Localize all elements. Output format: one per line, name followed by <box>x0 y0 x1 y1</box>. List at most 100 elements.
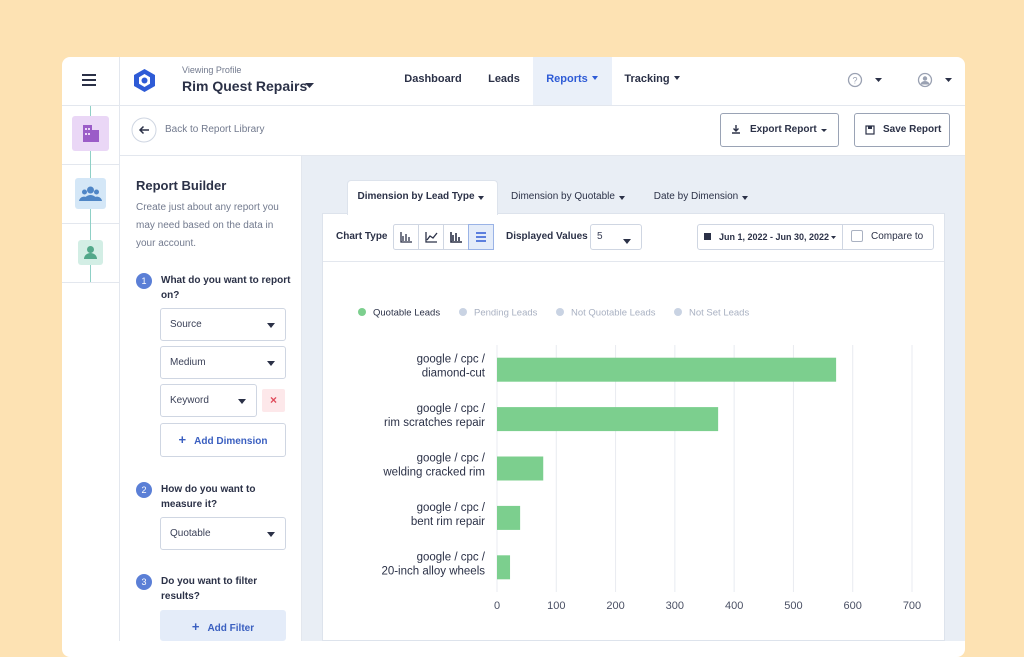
step-question: on? <box>161 290 180 301</box>
step-question: How do you want to <box>161 484 256 495</box>
caret <box>591 76 598 80</box>
remove-button[interactable]: × <box>262 389 285 412</box>
chart-type-label: Chart Type <box>336 231 388 242</box>
rail-person[interactable] <box>78 240 103 265</box>
label-line: google / cpc / <box>417 354 486 366</box>
nav-active-bg <box>533 57 612 105</box>
step-question: measure it? <box>161 499 218 510</box>
x-tick-label: 200 <box>606 600 624 612</box>
compare-checkbox[interactable] <box>851 230 863 242</box>
panel-border <box>301 156 302 641</box>
caret <box>305 83 314 88</box>
menu-icon[interactable] <box>82 73 98 87</box>
x-tick-label: 700 <box>903 600 921 612</box>
nav-label: Leads <box>488 73 520 85</box>
action-button[interactable]: + Add Dimension <box>160 423 286 457</box>
rail-people[interactable] <box>75 178 106 209</box>
page: Viewing Profile Rim Quest Repairs Dashbo… <box>62 57 965 657</box>
label-line: google / cpc / <box>417 502 486 514</box>
bar <box>497 505 521 530</box>
dropdown[interactable]: Source <box>160 308 286 341</box>
y-tick-label: google / cpc / diamond-cut <box>417 354 486 380</box>
x-tick-label: 100 <box>547 600 565 612</box>
y-tick-label: google / cpc / 20-inch alloy wheels <box>381 551 485 577</box>
rail-divider <box>62 164 120 165</box>
nav-label: Reports <box>546 73 588 85</box>
dropdown-value: Quotable <box>170 528 211 539</box>
header-icons: ? <box>847 72 952 88</box>
rail-divider <box>62 282 120 283</box>
step-number: 2 <box>136 482 152 498</box>
label-line: google / cpc / <box>417 403 486 415</box>
y-tick-label: google / cpc / bent rim repair <box>411 502 486 528</box>
back-button[interactable] <box>131 117 157 143</box>
save-button[interactable]: Save Report <box>854 113 950 147</box>
nav-item[interactable]: Dashboard <box>383 73 483 85</box>
displayed-values-input[interactable]: 5 <box>590 224 642 250</box>
nav-item[interactable]: Leads <box>454 73 554 85</box>
controls-border <box>323 261 944 262</box>
save-label: Save Report <box>883 124 942 135</box>
legend-label: Quotable Leads <box>373 308 440 319</box>
nav-item[interactable]: Reports <box>522 73 622 85</box>
step-question: results? <box>161 591 200 602</box>
nav-item[interactable]: Tracking <box>602 73 702 85</box>
legend-dot <box>459 308 467 316</box>
tab-caret <box>478 196 484 200</box>
chart-type-buttons[interactable] <box>393 224 494 250</box>
dropdown[interactable]: Quotable <box>160 517 286 550</box>
tab-caret <box>742 196 748 200</box>
description-line: Create just about any report you <box>136 202 279 213</box>
step-question: What do you want to report <box>161 275 291 286</box>
active-tab-bg <box>347 180 498 215</box>
date-icons <box>704 233 836 240</box>
compare-label: Compare to <box>871 231 924 242</box>
label-line: google / cpc / <box>417 453 486 465</box>
caret <box>673 76 680 80</box>
date-compare-box[interactable] <box>697 224 934 250</box>
dropdown[interactable]: Keyword <box>160 384 257 417</box>
back-link[interactable]: Back to Report Library <box>165 124 265 135</box>
legend-label: Not Set Leads <box>689 308 749 319</box>
dropdown-value: Keyword <box>170 395 209 406</box>
legend-label: Not Quotable Leads <box>571 308 656 319</box>
export-label: Export Report <box>750 124 817 135</box>
legend-label: Pending Leads <box>474 308 538 319</box>
label-line: google / cpc / <box>417 551 486 563</box>
date-divider <box>842 224 843 250</box>
rail-divider <box>62 223 120 224</box>
label-line: rim scratches repair <box>384 417 485 429</box>
legend-dot <box>556 308 564 316</box>
label-line: 20-inch alloy wheels <box>381 565 485 577</box>
y-tick-label: google / cpc / welding cracked rim <box>382 453 485 479</box>
rail-building[interactable] <box>72 116 109 151</box>
label-line: welding cracked rim <box>382 467 485 479</box>
viewing-label: Viewing Profile <box>182 65 242 75</box>
step-number: 3 <box>136 574 152 590</box>
step-number: 1 <box>136 273 152 289</box>
rail-border <box>119 57 120 641</box>
tab[interactable]: Dimension by Lead Type <box>357 191 475 202</box>
toolbar-border <box>120 155 965 156</box>
profile-name[interactable]: Rim Quest Repairs <box>182 78 308 94</box>
label-line: bent rim repair <box>411 516 485 528</box>
tab[interactable]: Date by Dimension <box>653 191 739 202</box>
x-tick-label: 600 <box>844 600 862 612</box>
step-question: Do you want to filter <box>161 576 258 587</box>
plus-icon: + <box>191 619 200 634</box>
x-tick-label: 400 <box>725 600 743 612</box>
export-button[interactable]: Export Report <box>720 113 839 147</box>
logo <box>134 69 155 92</box>
legend-dot <box>674 308 682 316</box>
dropdown[interactable]: Medium <box>160 346 286 379</box>
description-line: may need based on the data in <box>136 220 274 231</box>
chart: 0 100 200 300 400 500 600 700 Quotable Leads Pend… <box>358 308 921 612</box>
y-tick-label: google / cpc / rim scratches repair <box>384 403 486 429</box>
tab[interactable]: Dimension by Quotable <box>511 191 615 202</box>
plus-icon: + <box>178 432 187 447</box>
builder-title: Report Builder <box>136 178 227 193</box>
bar <box>497 357 837 382</box>
bar <box>497 456 544 481</box>
date-range[interactable]: Jun 1, 2022 - Jun 30, 2022 <box>719 232 830 242</box>
action-label: Add Filter <box>207 623 255 634</box>
